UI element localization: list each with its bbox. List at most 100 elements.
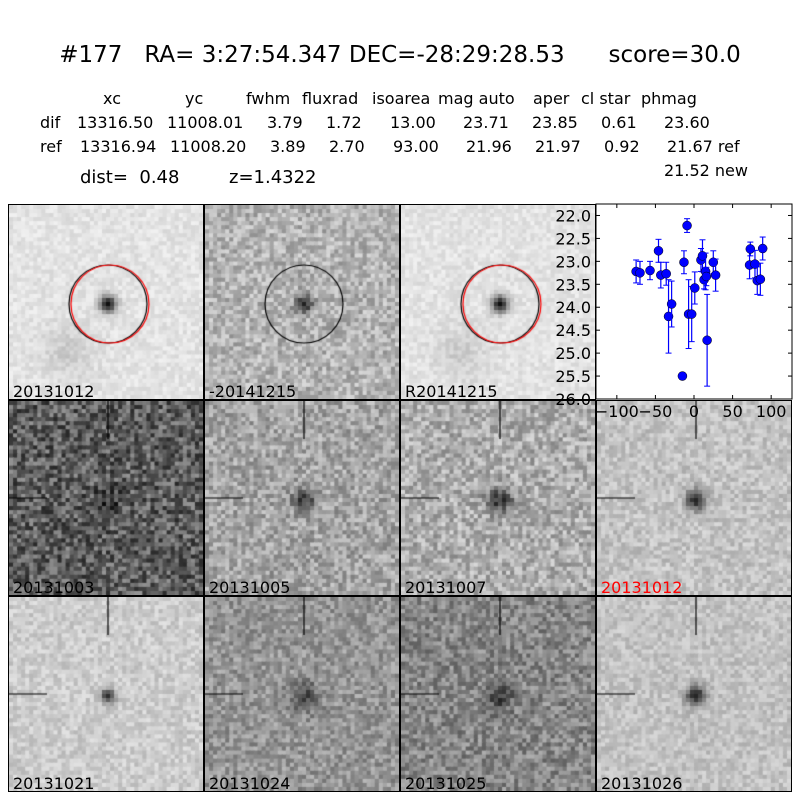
row-value: 2.70: [329, 137, 365, 156]
data-point: [679, 257, 689, 268]
row-value: 21.67 ref: [667, 137, 740, 156]
cutout-date-label: 20131007: [405, 578, 487, 596]
cutout-image: 20131025: [400, 596, 596, 792]
row-label: ref: [40, 137, 62, 156]
cutout-date-label: 20131026: [601, 774, 683, 792]
x-tick-label: 0: [689, 402, 699, 421]
data-point: [682, 220, 692, 231]
cutout-pixels: [205, 401, 399, 595]
row-value: 21.96: [466, 137, 512, 156]
cutout-image: 20131005: [204, 400, 400, 596]
row-value: 3.79: [267, 113, 303, 132]
cutout-pixels: [597, 401, 791, 595]
cutout-image: 20131012: [596, 400, 792, 596]
row-value: 21.97: [535, 137, 581, 156]
data-point: [635, 268, 645, 278]
light-curve-plot: −100 −50 0 50 100 22.0 22.5 23.0 23.5 24.0 24.5 25.…: [555, 203, 793, 421]
row-value: 93.00: [393, 137, 439, 156]
row-value: 13316.94: [80, 137, 157, 156]
cutout-pixels: [205, 205, 399, 399]
data-point: [697, 251, 708, 261]
y-tick-label: 25.5: [555, 367, 591, 386]
data-point: [702, 335, 712, 346]
x-tick-label: 50: [722, 402, 742, 421]
cutout-date-label: 20131021: [13, 774, 95, 792]
cutout-image: R20141215: [400, 204, 596, 400]
col-header: yc: [185, 89, 204, 108]
data-point: [645, 265, 655, 276]
dist-value: dist= 0.48: [80, 167, 180, 188]
data-point: [653, 246, 664, 256]
row-value: 0.92: [604, 137, 640, 156]
col-header: mag auto: [438, 89, 515, 108]
y-tick-label: 24.0: [555, 298, 591, 317]
row-value: 0.61: [601, 113, 637, 132]
col-header: fwhm: [246, 89, 291, 108]
data-point: [745, 244, 756, 254]
x-tick-label: 100: [756, 402, 787, 421]
row-value: 11008.01: [167, 113, 244, 132]
row-value: 23.60: [664, 113, 710, 132]
cutout-image: 20131012: [8, 204, 204, 400]
cutout-date-label: -20141215: [209, 382, 297, 400]
phmag-new: 21.52 new: [664, 161, 748, 180]
cutout-image: 20131007: [400, 400, 596, 596]
row-value: 11008.20: [170, 137, 247, 156]
col-header: fluxrad: [302, 89, 359, 108]
y-tick-label: 23.5: [555, 275, 591, 294]
data-point: [710, 270, 721, 280]
y-tick-label: 25.0: [555, 344, 591, 363]
row-value: 13316.50: [77, 113, 154, 132]
row-value: 13.00: [390, 113, 436, 132]
col-header: phmag: [641, 89, 697, 108]
data-point: [677, 371, 688, 381]
col-header: xc: [103, 89, 121, 108]
data-point: [757, 243, 768, 254]
data-point: [701, 271, 712, 282]
cutout-date-label: 20131003: [13, 578, 95, 596]
data-point: [755, 274, 766, 284]
row-value: 3.89: [270, 137, 306, 156]
row-value: 23.71: [463, 113, 509, 132]
cutout-pixels: [9, 597, 203, 791]
data-point: [690, 283, 700, 293]
row-value: 23.85: [532, 113, 578, 132]
y-tick-label: 22.0: [555, 206, 591, 225]
x-tick-label: −100: [595, 402, 639, 421]
figure-title: #177 RA= 3:27:54.347 DEC=-28:29:28.53 sc…: [59, 42, 741, 68]
data-point: [666, 299, 677, 309]
cutout-pixels: [9, 205, 203, 399]
y-tick-label: 22.5: [555, 229, 591, 248]
data-point: [661, 268, 671, 279]
cutout-image: 20131021: [8, 596, 204, 792]
col-header: isoarea: [372, 89, 431, 108]
row-value: 1.72: [326, 113, 362, 132]
cutout-date-label: 20131024: [209, 774, 291, 792]
cutout-image: -20141215: [204, 204, 400, 400]
cutout-image: 20131026: [596, 596, 792, 792]
data-point: [750, 259, 760, 269]
redshift-value: z=1.4322: [229, 167, 317, 188]
cutout-image: 20131024: [204, 596, 400, 792]
cutout-date-label: 20131012: [601, 578, 683, 596]
col-header: cl star: [581, 89, 631, 108]
cutout-pixels: [205, 597, 399, 791]
cutout-date-label: 20131025: [405, 774, 487, 792]
cutout-date-label: 20131012: [13, 382, 95, 400]
cutout-pixels: [401, 401, 595, 595]
cutout-date-label: 20131005: [209, 578, 291, 596]
col-header: aper: [533, 89, 570, 108]
cutout-pixels: [401, 205, 595, 399]
y-tick-label: 24.5: [555, 321, 591, 340]
cutout-date-label: R20141215: [405, 382, 498, 400]
x-tick-label: −50: [639, 402, 673, 421]
plot-area: [595, 203, 793, 400]
cutout-pixels: [9, 401, 203, 595]
cutout-pixels: [597, 597, 791, 791]
cutout-pixels: [401, 597, 595, 791]
data-point: [686, 309, 697, 319]
data-point: [663, 311, 674, 322]
row-label: dif: [40, 113, 61, 132]
y-tick-label: 23.0: [555, 252, 591, 271]
